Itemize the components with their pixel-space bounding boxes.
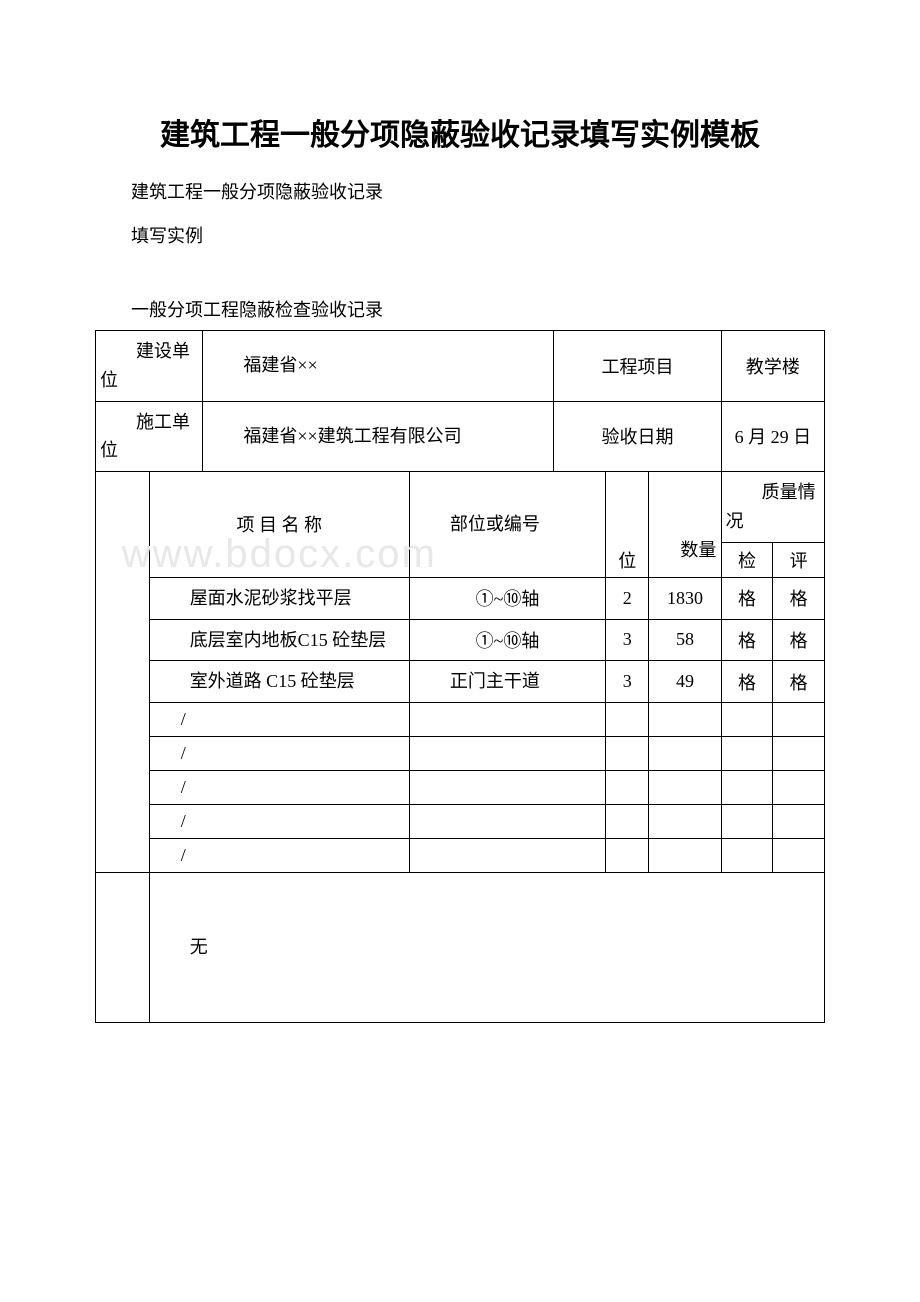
table-row: / — [96, 703, 825, 737]
cell-rev — [773, 703, 825, 737]
cell-chk — [721, 703, 773, 737]
value-project: 教学楼 — [721, 331, 824, 402]
table-container: 建设单位 福建省×× 工程项目 教学楼 施工单位 福建省××建筑工程有限公司 验… — [95, 330, 825, 1023]
table-row: 屋面水泥砂浆找平层 ①~⑩轴 2 1830 格 格 — [96, 577, 825, 619]
cell-part — [409, 771, 605, 805]
cell-chk — [721, 805, 773, 839]
header-row-1: 建设单位 福建省×× 工程项目 教学楼 — [96, 331, 825, 402]
header-row-2: 施工单位 福建省××建筑工程有限公司 验收日期 6 月 29 日 — [96, 401, 825, 472]
cell-name: / — [149, 703, 409, 737]
value-build-unit: 福建省×× — [203, 331, 554, 402]
label-build-unit: 建设单位 — [96, 331, 203, 402]
watermark-text: www.bdocx.com — [122, 532, 437, 577]
cell-pos: 2 — [606, 577, 649, 619]
cell-pos — [606, 737, 649, 771]
cell-rev: 格 — [773, 577, 825, 619]
col-qty: 数量 — [649, 472, 721, 578]
col-part: 部位或编号 — [409, 472, 605, 578]
cell-chk: 格 — [721, 577, 773, 619]
table-row: / — [96, 737, 825, 771]
cell-part — [409, 839, 605, 873]
cell-qty — [649, 839, 721, 873]
cell-chk — [721, 771, 773, 805]
section-title: 一般分项工程隐蔽检查验收记录 — [95, 296, 825, 322]
cell-part — [409, 737, 605, 771]
cell-chk — [721, 737, 773, 771]
label-construct-unit: 施工单位 — [96, 401, 203, 472]
cell-rev — [773, 839, 825, 873]
intro-line-2: 填写实例 — [95, 222, 825, 248]
col-pos: 位 — [606, 472, 649, 578]
cell-pos: 3 — [606, 661, 649, 703]
cell-qty — [649, 805, 721, 839]
cell-name: / — [149, 737, 409, 771]
value-construct-unit: 福建省××建筑工程有限公司 — [203, 401, 554, 472]
cell-name: 屋面水泥砂浆找平层 — [149, 577, 409, 619]
cell-chk — [721, 839, 773, 873]
cell-pos — [606, 805, 649, 839]
cell-rev — [773, 805, 825, 839]
table-row: / — [96, 805, 825, 839]
cell-qty — [649, 703, 721, 737]
cell-part: 正门主干道 — [409, 661, 605, 703]
col-review: 评 — [773, 542, 825, 577]
col-check: 检 — [721, 542, 773, 577]
table-row: / — [96, 839, 825, 873]
cell-name: 室外道路 C15 砼垫层 — [149, 661, 409, 703]
cell-part: ①~⑩轴 — [409, 619, 605, 661]
inspection-table: 建设单位 福建省×× 工程项目 教学楼 施工单位 福建省××建筑工程有限公司 验… — [95, 330, 825, 1023]
table-row: 室外道路 C15 砼垫层 正门主干道 3 49 格 格 — [96, 661, 825, 703]
col-project-name-text: 项 目 名 称 — [237, 515, 323, 535]
intro-line-1: 建筑工程一般分项隐蔽验收记录 — [95, 178, 825, 204]
cell-part: ①~⑩轴 — [409, 577, 605, 619]
cell-qty: 49 — [649, 661, 721, 703]
column-header-row-1: 项 目 名 称 www.bdocx.com 部位或编号 位 数量 质量情况 — [96, 472, 825, 543]
cell-rev — [773, 771, 825, 805]
cell-pos — [606, 703, 649, 737]
col-quality: 质量情况 — [721, 472, 824, 543]
table-row: / — [96, 771, 825, 805]
cell-name: / — [149, 771, 409, 805]
left-margin-cell — [96, 472, 150, 873]
value-date: 6 月 29 日 — [721, 401, 824, 472]
cell-qty: 1830 — [649, 577, 721, 619]
label-project: 工程项目 — [554, 331, 721, 402]
footer-row: 无 — [96, 873, 825, 1023]
cell-name: 底层室内地板C15 砼垫层 — [149, 619, 409, 661]
cell-chk: 格 — [721, 661, 773, 703]
cell-rev: 格 — [773, 619, 825, 661]
cell-chk: 格 — [721, 619, 773, 661]
cell-rev: 格 — [773, 661, 825, 703]
cell-pos — [606, 839, 649, 873]
table-row: 底层室内地板C15 砼垫层 ①~⑩轴 3 58 格 格 — [96, 619, 825, 661]
cell-rev — [773, 737, 825, 771]
cell-name: / — [149, 839, 409, 873]
cell-qty — [649, 771, 721, 805]
cell-name: / — [149, 805, 409, 839]
page-title: 建筑工程一般分项隐蔽验收记录填写实例模板 — [95, 110, 825, 154]
footer-left — [96, 873, 150, 1023]
label-date: 验收日期 — [554, 401, 721, 472]
cell-pos: 3 — [606, 619, 649, 661]
cell-qty — [649, 737, 721, 771]
cell-pos — [606, 771, 649, 805]
cell-part — [409, 805, 605, 839]
cell-part — [409, 703, 605, 737]
col-project-name: 项 目 名 称 www.bdocx.com — [149, 472, 409, 578]
cell-qty: 58 — [649, 619, 721, 661]
footer-content: 无 — [149, 873, 824, 1023]
